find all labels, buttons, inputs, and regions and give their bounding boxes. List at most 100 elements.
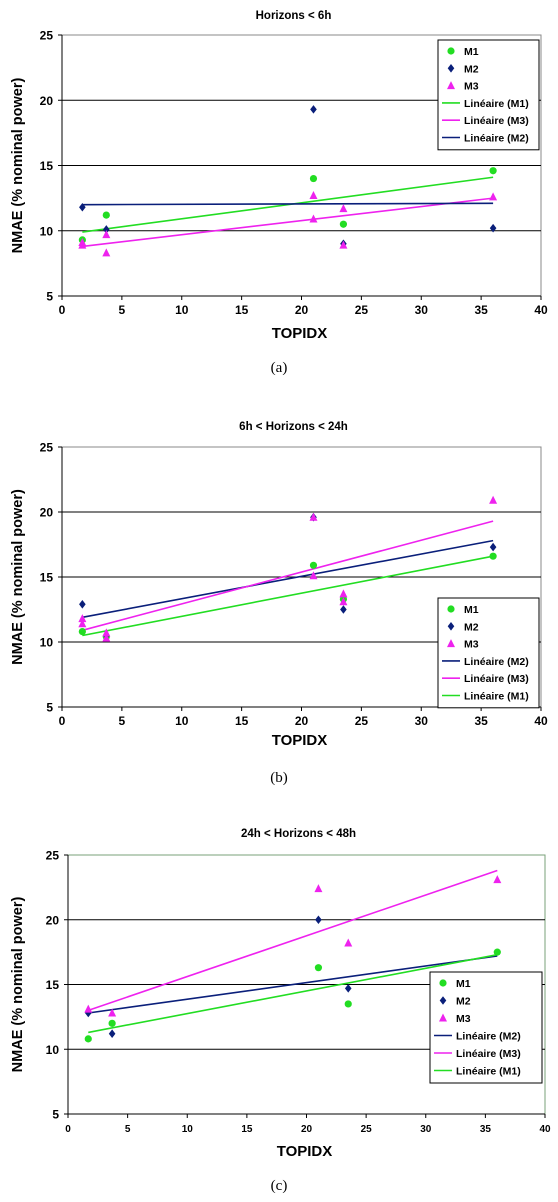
x-tick-label: 40 — [539, 1124, 551, 1135]
chart-panel-a: 5 10 15 20 25 0 5 10 15 20 25 30 35 40 Horizons < 6h TO… — [0, 0, 558, 392]
x-tick-label: 0 — [59, 303, 66, 317]
legend-label: M3 — [456, 1013, 471, 1025]
data-point — [493, 948, 501, 956]
data-point — [314, 964, 323, 972]
data-point — [339, 220, 348, 228]
legend-label: Linéaire (M1) — [456, 1066, 521, 1078]
data-point — [489, 167, 497, 175]
legend-label: M1 — [464, 46, 479, 58]
legend-label: M2 — [456, 996, 471, 1008]
trendline-m3 — [88, 869, 498, 1012]
data-point — [78, 628, 86, 636]
x-axis-label: TOPIDX — [277, 1143, 333, 1160]
chart-panel-c: 5 10 15 20 25 0 5 10 15 20 25 30 35 40 24h < Horizons … — [0, 818, 558, 1202]
x-tick-label: 5 — [125, 1124, 131, 1135]
data-point — [489, 223, 497, 233]
data-point — [108, 1029, 116, 1039]
y-tick-label: 10 — [40, 224, 54, 238]
trendline-m1 — [82, 555, 494, 637]
x-tick-label: 10 — [175, 714, 189, 728]
y-tick-label: 5 — [46, 701, 53, 715]
y-axis-label: NMAE (% nominal power) — [10, 489, 26, 665]
legend-label: Linéaire (M3) — [456, 1048, 521, 1060]
legend-label: Linéaire (M2) — [464, 133, 529, 145]
caption-c: (c) — [270, 1178, 288, 1194]
y-tick-label: 10 — [46, 1043, 60, 1057]
data-point — [108, 1019, 116, 1027]
x-tick-label: 25 — [355, 303, 369, 317]
series-m3 — [78, 495, 498, 642]
x-tick-label: 15 — [235, 303, 249, 317]
data-point — [489, 552, 497, 560]
legend-marker — [447, 81, 455, 90]
legend-label: M3 — [464, 639, 479, 651]
legend-label: M1 — [456, 978, 471, 990]
caption-b: (b) — [270, 770, 288, 786]
x-tick-label: 25 — [361, 1124, 373, 1135]
legend-label: Linéaire (M2) — [464, 656, 529, 668]
trendline-m1 — [88, 953, 498, 1034]
series-m1 — [84, 948, 501, 1043]
data-point — [78, 237, 87, 246]
series-m3 — [84, 875, 502, 1017]
x-tick-label: 20 — [295, 303, 309, 317]
chart-panel-b: 5 10 15 20 25 0 5 10 15 20 25 30 35 40 6h < Horizons <… — [0, 412, 558, 804]
x-tick-label: 0 — [59, 714, 66, 728]
y-tick-label: 25 — [40, 441, 54, 455]
data-point — [339, 240, 348, 249]
legend-marker — [447, 47, 455, 55]
trendline-m2 — [82, 202, 494, 206]
x-tick-label: 35 — [474, 714, 488, 728]
data-point — [102, 633, 111, 642]
trendline-m3 — [82, 197, 494, 248]
data-point — [493, 875, 502, 884]
legend — [429, 971, 543, 1084]
legend-label: Linéaire (M1) — [464, 691, 529, 703]
x-tick-label: 25 — [355, 714, 369, 728]
series-m3 — [78, 191, 498, 257]
data-point — [103, 225, 110, 234]
y-tick-label: 20 — [46, 913, 60, 927]
legend-marker — [447, 639, 455, 648]
data-point — [489, 495, 498, 504]
data-point — [489, 542, 497, 552]
legend-label: M1 — [464, 604, 479, 616]
legend-marker — [447, 64, 455, 73]
x-axis-label: TOPIDX — [272, 732, 328, 749]
y-tick-label: 20 — [40, 506, 54, 520]
chart-title: 6h < Horizons < 24h — [239, 421, 348, 433]
x-tick-label: 10 — [175, 303, 189, 317]
x-axis-label: TOPIDX — [272, 325, 328, 342]
trendline-m2 — [82, 539, 494, 619]
y-axis-label: NMAE (% nominal power) — [10, 897, 26, 1073]
data-point — [309, 512, 318, 521]
legend-marker — [439, 1013, 447, 1022]
data-point — [102, 211, 110, 219]
data-point — [314, 884, 323, 893]
y-tick-label: 20 — [40, 94, 54, 108]
y-tick-label: 25 — [40, 29, 54, 43]
x-tick-label: 20 — [295, 714, 309, 728]
data-point — [79, 600, 86, 609]
legend — [437, 597, 540, 709]
data-point — [344, 1000, 352, 1008]
data-point — [310, 105, 317, 114]
x-tick-label: 5 — [119, 303, 126, 317]
data-point — [309, 214, 318, 223]
x-tick-label: 35 — [480, 1124, 492, 1135]
data-point — [489, 192, 498, 201]
data-point — [84, 1035, 92, 1043]
x-tick-label: 15 — [241, 1124, 253, 1135]
y-tick-label: 15 — [40, 159, 54, 173]
chart-title: Horizons < 6h — [256, 10, 332, 22]
legend-label: M2 — [464, 63, 479, 75]
data-point — [78, 614, 87, 623]
data-point — [102, 248, 111, 257]
legend-label: Linéaire (M1) — [464, 98, 529, 110]
y-tick-label: 5 — [46, 290, 53, 304]
legend-marker — [439, 979, 447, 987]
x-tick-label: 30 — [415, 714, 429, 728]
legend-label: M2 — [464, 621, 479, 633]
